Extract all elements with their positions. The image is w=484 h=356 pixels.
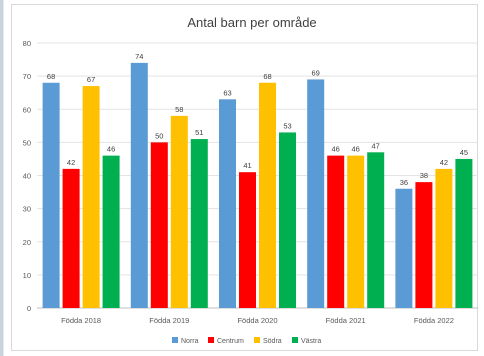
bar-norra-2 [219, 99, 236, 308]
data-label: 46 [352, 145, 360, 154]
x-tick-label: Födda 2020 [237, 316, 277, 325]
data-label: 47 [372, 141, 380, 150]
legend-label: Norra [181, 338, 199, 345]
bar-centrum-2 [239, 172, 256, 308]
bar-södra-3 [347, 155, 365, 308]
x-tick-label: Födda 2021 [326, 316, 366, 325]
bar-västra-3 [367, 152, 385, 308]
legend-label: Centrum [217, 338, 244, 345]
data-label: 63 [223, 88, 231, 97]
data-label: 74 [135, 52, 143, 61]
data-label: 53 [283, 121, 291, 130]
data-label: 50 [155, 131, 163, 140]
bar-norra-1 [130, 62, 148, 308]
y-tick-label: 30 [23, 205, 31, 214]
bar-norra-3 [307, 79, 325, 308]
legend-swatch-norra [172, 337, 178, 343]
y-tick-label: 40 [23, 172, 31, 181]
bar-norra-0 [42, 82, 60, 308]
x-axis-ticks: Födda 2018 Födda 2019 Födda 2020 Födda 2021… [61, 316, 454, 325]
data-label: 51 [195, 128, 203, 137]
data-label: 68 [47, 72, 55, 81]
data-label: 45 [460, 148, 468, 157]
data-label: 68 [263, 72, 271, 81]
bar-västra-0 [102, 155, 120, 308]
y-axis-ticks: 0 10 20 30 40 50 60 70 80 [23, 39, 31, 313]
x-tick-label: Födda 2019 [149, 316, 189, 325]
data-label: 67 [87, 75, 95, 84]
x-tick-label: Födda 2022 [414, 316, 454, 325]
data-labels: 68 42 67 46 74 50 58 51 63 41 68 53 69 46 46 47 36 38 42 45 [47, 52, 468, 187]
y-tick-label: 80 [23, 39, 31, 48]
legend-swatch-västra [292, 337, 298, 343]
legend-label: Södra [263, 338, 282, 345]
x-tick-label: Födda 2018 [61, 316, 101, 325]
data-label: 38 [420, 171, 428, 180]
data-label: 69 [312, 68, 320, 77]
y-tick-label: 20 [23, 238, 31, 247]
bar-centrum-3 [327, 155, 345, 308]
chart-title: Antal barn per område [187, 15, 316, 30]
data-label: 46 [107, 145, 115, 154]
data-label: 36 [400, 178, 408, 187]
legend-swatch-södra [254, 337, 260, 343]
y-tick-label: 50 [23, 138, 31, 147]
data-label: 42 [67, 158, 75, 167]
data-label: 41 [243, 161, 251, 170]
bar-västra-1 [190, 139, 208, 308]
y-tick-label: 0 [27, 304, 31, 313]
legend: Norra Centrum Södra Västra [172, 337, 321, 345]
data-label: 58 [175, 105, 183, 114]
bar-södra-2 [259, 82, 276, 308]
data-label: 46 [332, 145, 340, 154]
window-left-edge-highlight [3, 0, 4, 356]
legend-label: Västra [301, 338, 321, 345]
legend-swatch-centrum [208, 337, 214, 343]
chart-area-border [11, 4, 478, 351]
bar-centrum-1 [150, 142, 168, 308]
bars [42, 62, 473, 308]
y-tick-label: 10 [23, 271, 31, 280]
y-tick-label: 70 [23, 72, 31, 81]
bar-centrum-0 [62, 168, 80, 308]
bar-södra-4 [435, 168, 453, 308]
data-label: 42 [440, 158, 448, 167]
bar-södra-0 [82, 86, 100, 308]
bar-västra-2 [279, 132, 296, 308]
bar-västra-4 [455, 158, 473, 308]
bar-centrum-4 [415, 182, 433, 308]
y-tick-label: 60 [23, 105, 31, 114]
bar-norra-4 [395, 188, 413, 308]
window-left-edge [0, 0, 3, 356]
bar-södra-1 [170, 115, 188, 308]
